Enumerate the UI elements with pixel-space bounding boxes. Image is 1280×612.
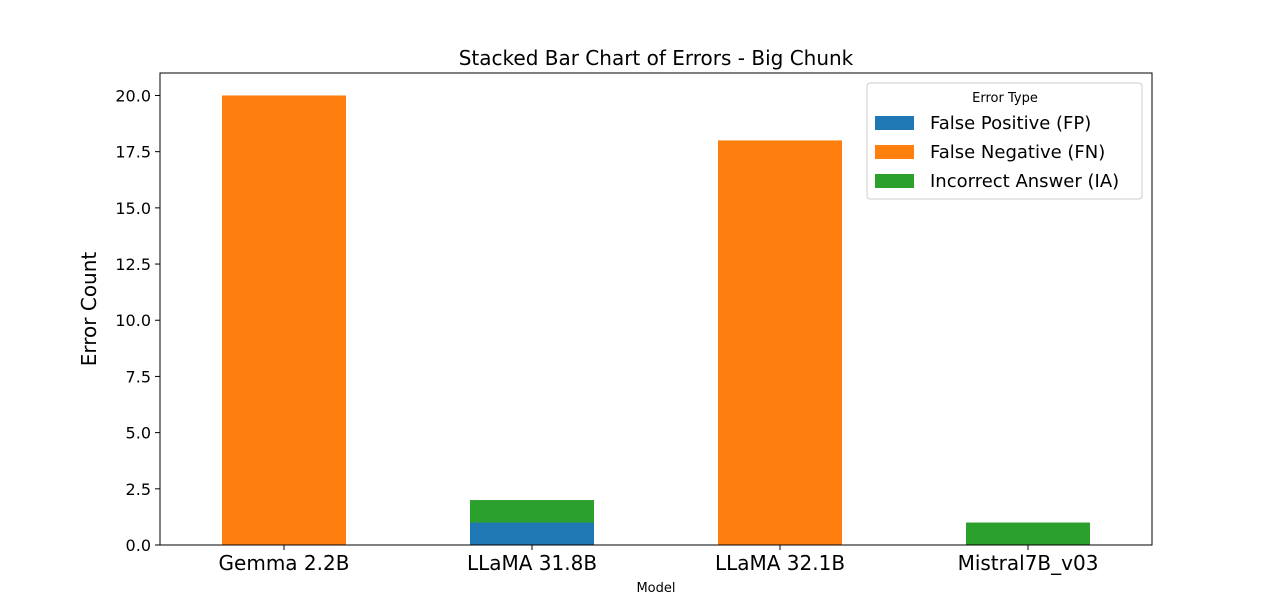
x-axis-label: Model bbox=[636, 581, 675, 596]
y-tick-label: 2.5 bbox=[126, 480, 151, 499]
legend-swatch-incorrect-answer-ia bbox=[875, 174, 914, 188]
y-tick-label: 10.0 bbox=[115, 311, 151, 330]
y-tick-label: 15.0 bbox=[115, 199, 151, 218]
bar-llama-32-1b-false-negative-fn bbox=[718, 140, 842, 545]
legend-swatch-false-negative-fn bbox=[875, 145, 914, 159]
legend-title: Error Type bbox=[972, 91, 1038, 106]
y-axis-label: Error Count bbox=[77, 252, 101, 367]
legend-swatch-false-positive-fp bbox=[875, 116, 914, 130]
legend-items: False Positive (FP) False Negative (FN) In… bbox=[875, 113, 1119, 192]
y-tick-label: 20.0 bbox=[115, 86, 151, 105]
chart-title: Stacked Bar Chart of Errors - Big Chunk bbox=[459, 46, 854, 70]
bar-llama-31-8b-incorrect-answer-ia bbox=[470, 500, 594, 523]
bar-llama-31-8b-false-positive-fp bbox=[470, 522, 594, 545]
y-axis: 0.0 2.5 5.0 7.5 10.0 12.5 15.0 17.5 20.0 bbox=[115, 86, 160, 555]
x-tick-label-llama-32-1b: LLaMA 32.1B bbox=[715, 551, 845, 575]
plot-area-frame bbox=[159, 72, 1153, 546]
legend-label-false-positive-fp: False Positive (FP) bbox=[930, 113, 1091, 134]
x-axis: Gemma 2.2B LLaMA 31.8B LLaMA 32.1B Mistral7… bbox=[219, 545, 1099, 575]
bar-mistral7b-v03-incorrect-answer-ia bbox=[966, 522, 1090, 545]
y-tick-label: 17.5 bbox=[115, 143, 151, 162]
bar-gemma-2-2b-false-negative-fn bbox=[222, 95, 346, 545]
legend-frame bbox=[866, 82, 1143, 200]
x-tick-label-gemma-2-2b: Gemma 2.2B bbox=[219, 551, 350, 575]
legend-label-false-negative-fn: False Negative (FN) bbox=[930, 142, 1105, 163]
y-tick-label: 7.5 bbox=[126, 367, 151, 386]
x-tick-label-llama-31-8b: LLaMA 31.8B bbox=[467, 551, 597, 575]
legend: Error Type False Positive (FP) False Nega… bbox=[866, 82, 1143, 200]
legend-label-incorrect-answer-ia: Incorrect Answer (IA) bbox=[930, 171, 1119, 192]
y-tick-label: 0.0 bbox=[126, 536, 151, 555]
bars-group bbox=[222, 95, 1090, 545]
y-tick-label: 12.5 bbox=[115, 255, 151, 274]
x-tick-label-mistral7b-v03: Mistral7B_v03 bbox=[958, 551, 1099, 575]
y-tick-label: 5.0 bbox=[126, 424, 151, 443]
